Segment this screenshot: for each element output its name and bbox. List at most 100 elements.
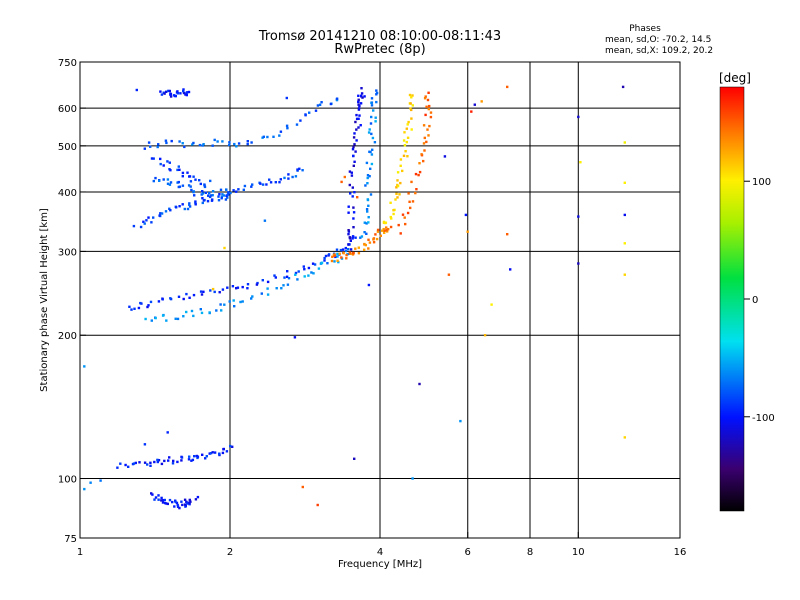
data-point — [443, 155, 447, 158]
data-point — [180, 459, 183, 462]
data-point — [255, 283, 259, 286]
data-point — [178, 205, 181, 208]
x-tick-label: 4 — [377, 547, 383, 558]
data-point — [308, 111, 311, 114]
y-axis-label: Stationary phase Virtual Height [km] — [39, 208, 50, 392]
data-point — [411, 94, 414, 97]
data-point — [185, 91, 188, 95]
data-point — [447, 273, 451, 276]
data-point — [623, 213, 626, 217]
data-point — [149, 300, 153, 304]
data-point — [172, 94, 176, 97]
data-point — [403, 216, 406, 219]
data-point — [429, 115, 433, 119]
data-point — [422, 142, 426, 145]
data-point — [263, 219, 267, 222]
data-point — [417, 173, 420, 177]
data-point — [188, 175, 192, 178]
data-point — [414, 191, 417, 195]
data-point — [287, 173, 290, 176]
data-point — [165, 319, 168, 322]
data-point — [383, 229, 386, 232]
data-point — [209, 179, 212, 183]
data-point — [422, 159, 425, 163]
data-point — [409, 206, 412, 210]
data-point — [350, 174, 354, 177]
x-axis-label: Frequency [MHz] — [338, 559, 422, 570]
data-point — [357, 98, 360, 101]
data-point — [338, 252, 341, 255]
data-point — [194, 178, 197, 181]
data-point — [209, 452, 213, 455]
data-point — [220, 197, 223, 200]
data-point — [392, 212, 395, 216]
data-point — [220, 195, 223, 199]
data-point — [459, 419, 462, 423]
data-point — [192, 190, 195, 193]
data-point — [157, 494, 160, 497]
data-point — [200, 311, 204, 315]
data-point — [298, 167, 301, 170]
data-point — [261, 279, 264, 282]
data-point — [350, 171, 353, 174]
data-point — [304, 113, 307, 116]
data-point — [209, 289, 212, 292]
data-point — [410, 96, 413, 99]
data-point — [355, 128, 358, 131]
data-point — [134, 461, 137, 465]
data-point — [176, 460, 179, 464]
data-point — [351, 195, 354, 198]
data-point — [358, 114, 361, 117]
data-point — [124, 463, 127, 467]
data-point — [235, 145, 238, 148]
data-point — [424, 95, 427, 98]
data-point — [183, 207, 186, 211]
data-point — [418, 162, 421, 165]
data-point — [337, 260, 340, 264]
data-point — [192, 141, 195, 145]
data-point — [409, 102, 412, 105]
data-point — [194, 203, 197, 206]
data-point — [425, 140, 428, 144]
data-point — [182, 89, 185, 93]
data-point — [196, 495, 200, 499]
data-point — [153, 498, 156, 501]
data-point — [236, 286, 240, 289]
data-point — [218, 452, 221, 455]
data-point — [480, 100, 483, 103]
data-point — [143, 147, 146, 150]
data-point — [209, 194, 213, 197]
data-point — [407, 192, 410, 195]
data-point — [483, 334, 487, 337]
data-point — [181, 142, 184, 145]
data-point — [220, 309, 223, 312]
data-point — [323, 256, 326, 260]
data-point — [186, 207, 190, 211]
data-point — [149, 145, 152, 148]
data-point — [307, 274, 310, 277]
data-point — [353, 143, 356, 146]
data-point — [207, 194, 210, 197]
x-axis-ticks: 1 2 4 6 8 10 16 — [77, 532, 686, 558]
data-point — [256, 281, 259, 285]
data-point — [215, 309, 218, 312]
data-point — [169, 181, 173, 184]
data-point — [335, 98, 339, 102]
data-point — [410, 180, 413, 184]
data-point — [409, 107, 412, 110]
data-point — [406, 123, 409, 126]
data-point — [170, 139, 173, 143]
data-point — [185, 310, 188, 314]
data-point — [171, 500, 174, 504]
data-point — [294, 175, 298, 178]
data-point — [357, 108, 361, 111]
data-point — [177, 165, 180, 168]
data-point — [157, 143, 160, 146]
data-point — [374, 233, 377, 236]
data-point — [375, 89, 378, 92]
data-point — [246, 287, 249, 290]
data-point — [347, 230, 351, 233]
data-point — [165, 90, 168, 93]
data-point — [225, 450, 229, 453]
data-point — [368, 150, 371, 153]
